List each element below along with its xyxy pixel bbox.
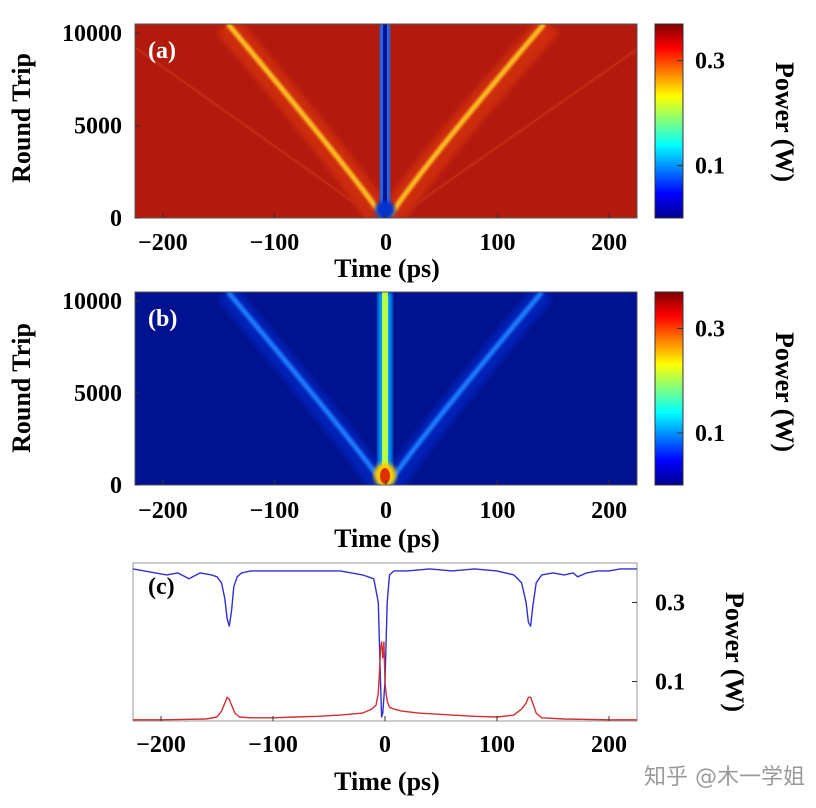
colorbar-tick-label: 0.3 [695,317,725,343]
heatmap-b-features [217,292,553,485]
plot-c-series [132,568,637,721]
heatmap-a-faint-trace-right [395,48,637,218]
x-axis-b: −200 −100 0 100 200 [138,480,627,524]
panel-b: (b) −200 −100 0 100 200 0 5000 10000 Time (ps)… [7,289,799,553]
y-tick-label: 10000 [62,21,122,47]
heatmap-b-base-spot-inner [380,468,390,484]
heatmap-a-faint-trace-left [135,46,377,218]
colorbar-a-ticks: 0.1 0.3 [677,49,725,180]
heatmap-a-trace-left [226,24,385,218]
x-tick-label: 0 [379,732,391,758]
x-axis-c: −200 −100 0 100 200 [136,716,627,758]
y-axis-b: 0 5000 10000 [62,289,140,499]
y-tick-label: 0.3 [655,591,685,617]
y-axis-label-a: Round Trip [7,53,36,183]
x-tick-label: −100 [248,732,298,758]
heatmap-b-trace-left [226,292,385,484]
y-tick-label: 5000 [74,381,122,407]
panel-b-tag: (b) [148,306,177,332]
colorbar-tick-label: 0.1 [695,421,725,447]
colorbar-b-ticks: 0.1 0.3 [677,317,725,447]
plot-c-frame [132,562,638,722]
y-axis-label-c: Power (W) [720,592,749,712]
x-axis-label-c: Time (ps) [334,767,440,796]
series-line-red [133,641,637,721]
x-tick-label: 200 [591,498,627,524]
x-tick-label: 100 [480,230,516,256]
y-tick-label: 0.1 [655,670,685,696]
panel-a: (a) −200 −100 0 100 200 0 5000 10000 Time (ps)… [7,21,799,283]
panel-a-tag: (a) [148,38,176,64]
heatmap-a-trace-right [387,24,546,218]
y-tick-label: 0 [110,473,122,499]
colorbar-a-label: Power (W) [770,62,799,182]
colorbar-a [654,23,684,219]
y-tick-label: 5000 [74,114,122,140]
heatmap-a-features [135,24,637,218]
y-tick-label: 0 [110,206,122,232]
heatmap-b-center-core [382,292,388,485]
x-axis-a: −200 −100 0 100 200 [138,213,627,256]
heatmap-b-trace-right [387,292,544,484]
x-tick-label: −100 [250,230,300,256]
series-line-blue [132,568,637,718]
y-axis-c: 0.1 0.3 [632,591,685,696]
x-tick-label: −200 [138,498,188,524]
x-tick-label: 200 [591,732,627,758]
colorbar-b [654,291,684,486]
x-tick-label: −200 [136,732,186,758]
y-axis-a: 0 5000 10000 [62,21,140,232]
colorbar-tick-label: 0.3 [695,49,725,75]
heatmap-a-center-core [383,24,387,218]
heatmap-a-base-spot [375,201,395,218]
watermark: 知乎 @木一学姐 [644,765,805,790]
x-tick-label: 100 [479,732,515,758]
panel-c: (c) −200 −100 0 100 200 0.1 0.3 Time (ps) Pow… [132,562,749,796]
y-tick-label: 10000 [62,289,122,315]
x-tick-label: 0 [380,498,392,524]
x-tick-label: −100 [250,498,300,524]
x-axis-label-a: Time (ps) [334,254,440,283]
colorbar-b-label: Power (W) [770,332,799,452]
colorbar-tick-label: 0.1 [695,154,725,180]
x-tick-label: 200 [591,230,627,256]
x-axis-label-b: Time (ps) [334,524,440,553]
panel-c-tag: (c) [148,574,175,600]
y-axis-label-b: Round Trip [7,323,36,453]
x-tick-label: 100 [480,498,516,524]
x-tick-label: −200 [138,230,188,256]
x-tick-label: 0 [380,230,392,256]
